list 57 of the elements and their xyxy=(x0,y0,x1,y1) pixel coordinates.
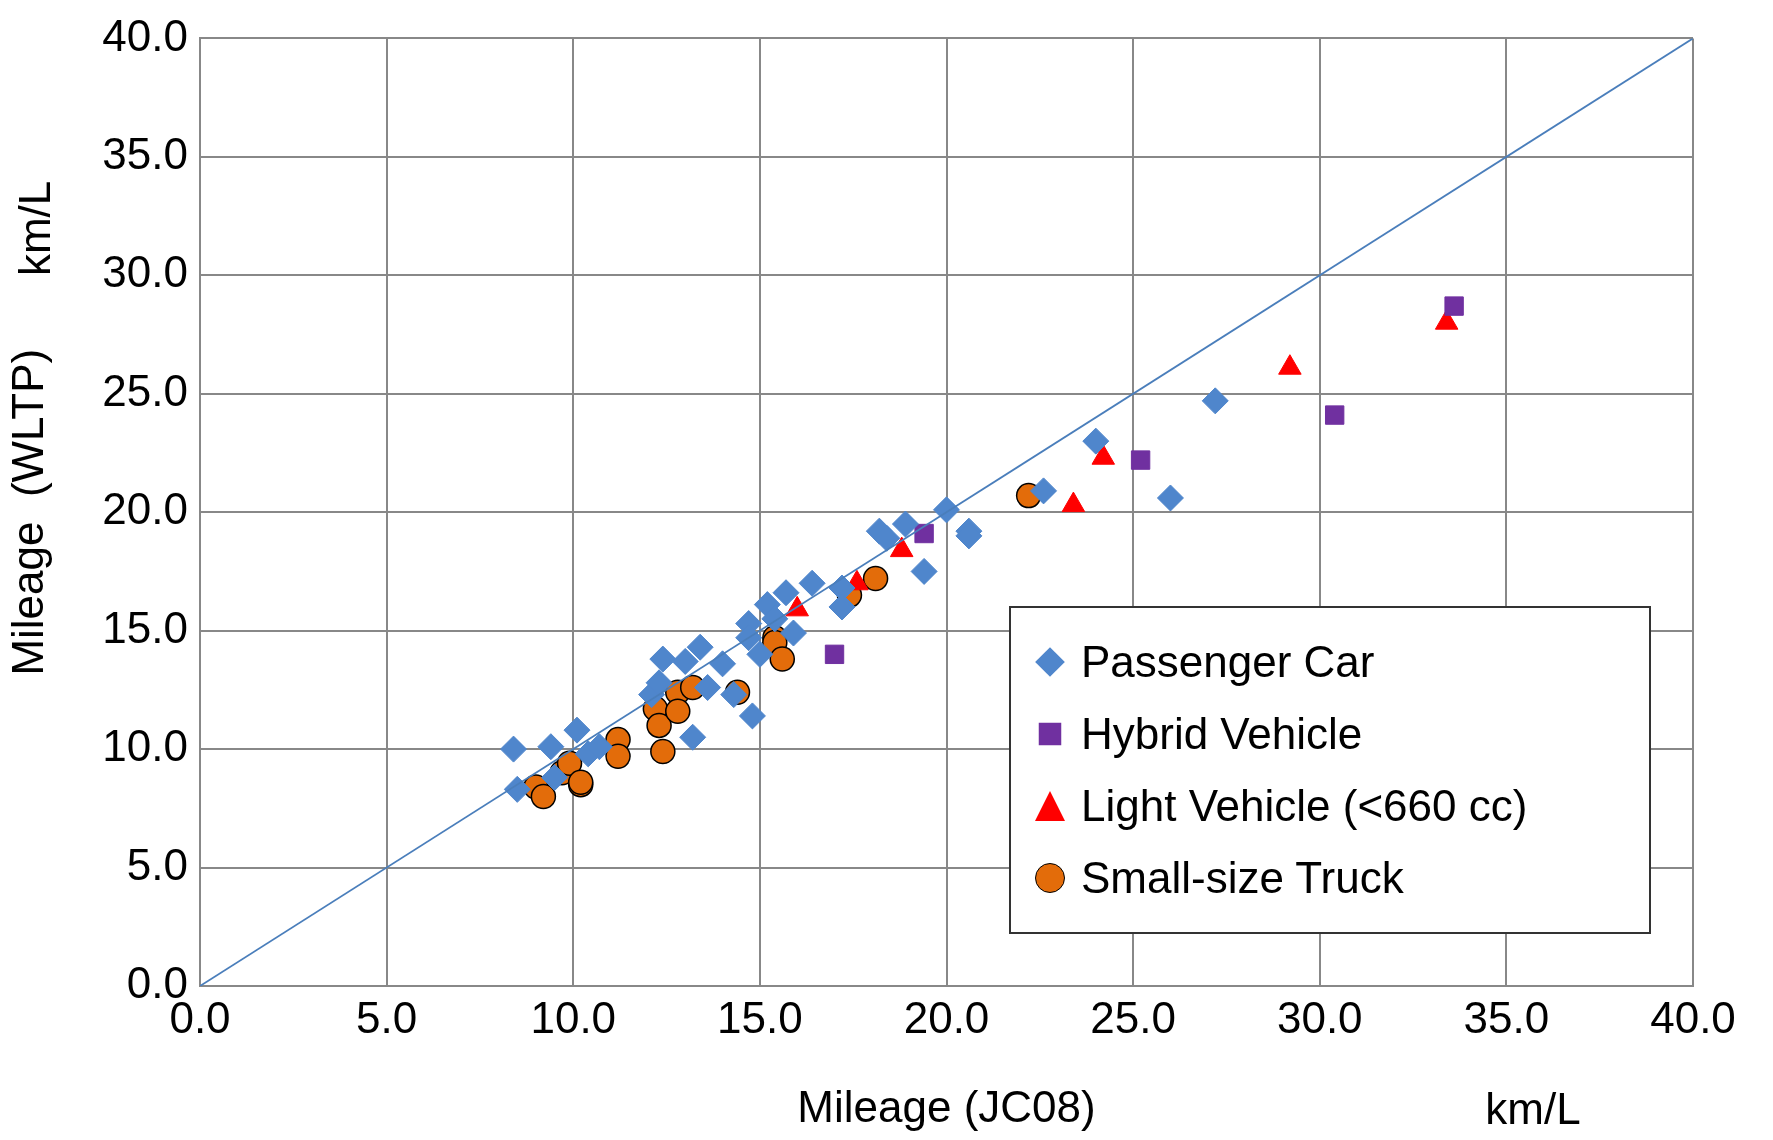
x-tick-label: 40.0 xyxy=(1650,992,1736,1042)
point xyxy=(1444,296,1464,316)
point xyxy=(1324,405,1345,425)
legend-label: Small-size Truck xyxy=(1081,853,1404,903)
x-tick-label: 35.0 xyxy=(1463,992,1550,1042)
x-tick-label: 15.0 xyxy=(717,992,803,1042)
point xyxy=(769,646,796,672)
x-tick-label: 30.0 xyxy=(1276,992,1363,1042)
point xyxy=(541,764,569,792)
y-tick-label: 20.0 xyxy=(102,484,188,534)
point xyxy=(605,743,631,769)
y-axis-title: Mileage (WLTP) xyxy=(2,348,52,676)
legend-label: Hybrid Vehicle xyxy=(1081,709,1363,759)
y-tick-label: 10.0 xyxy=(102,721,188,771)
point xyxy=(772,579,800,607)
point xyxy=(665,698,691,724)
point xyxy=(910,557,938,585)
point xyxy=(779,619,807,647)
y-tick-label: 40.0 xyxy=(102,10,188,60)
point xyxy=(1130,450,1151,470)
point xyxy=(694,674,722,702)
legend-label: Light Vehicle (<660 cc) xyxy=(1081,781,1528,831)
x-tick-label: 5.0 xyxy=(356,992,418,1042)
y-tick-label: 25.0 xyxy=(102,365,188,415)
point xyxy=(1156,484,1184,512)
y-tick-label: 15.0 xyxy=(102,602,188,652)
point xyxy=(500,735,528,763)
legend-label: Passenger Car xyxy=(1081,637,1375,687)
x-tick-label: 25.0 xyxy=(1090,992,1176,1042)
point xyxy=(862,565,889,592)
x-tick-label: 10.0 xyxy=(530,992,617,1042)
y-tick-label: 35.0 xyxy=(102,128,188,178)
point xyxy=(646,712,672,739)
point xyxy=(1082,427,1110,455)
point xyxy=(649,645,677,673)
point xyxy=(686,633,714,661)
point xyxy=(530,783,557,810)
text: km/L xyxy=(1485,1084,1581,1134)
point xyxy=(709,650,737,678)
point xyxy=(679,723,707,751)
point xyxy=(1201,387,1229,415)
point xyxy=(563,716,591,744)
x-tick-label: 20.0 xyxy=(903,992,990,1042)
point xyxy=(671,647,699,675)
point xyxy=(537,733,565,761)
point xyxy=(824,644,845,665)
y-tick-label: 5.0 xyxy=(126,839,188,889)
point xyxy=(650,738,676,765)
point xyxy=(738,702,766,730)
point xyxy=(1030,477,1058,505)
y-tick-label: 30.0 xyxy=(102,247,188,297)
text: km/L xyxy=(10,180,60,277)
x-axis-title: Mileage (JC08) xyxy=(797,1081,1096,1131)
point xyxy=(746,640,774,668)
point xyxy=(891,510,919,538)
point xyxy=(873,524,901,552)
point xyxy=(798,569,826,597)
